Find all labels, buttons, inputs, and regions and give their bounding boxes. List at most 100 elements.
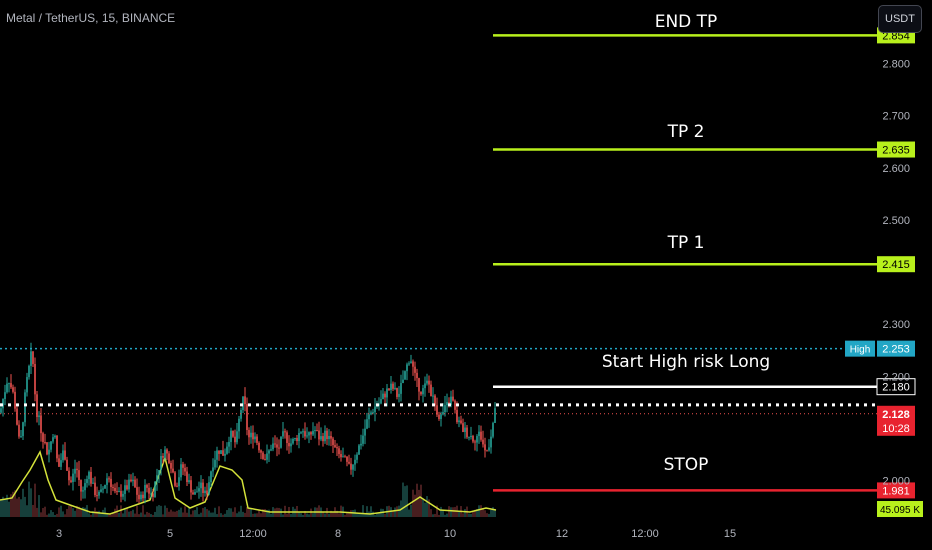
candle-body	[14, 391, 16, 409]
candle-body	[476, 436, 478, 443]
candle-body	[460, 420, 462, 424]
candle-body	[394, 387, 396, 389]
candle-body	[222, 450, 224, 456]
volume-bar	[256, 513, 258, 517]
candle-body	[150, 493, 152, 495]
candle-body	[486, 450, 488, 452]
volume-bar	[440, 506, 442, 517]
candle-body	[104, 484, 106, 489]
candle-body	[380, 399, 382, 404]
candle-body	[474, 441, 476, 443]
level-4-value: 2.180	[882, 382, 910, 394]
volume-bar	[0, 499, 2, 517]
candle-body	[360, 443, 362, 446]
candle-body	[304, 431, 306, 437]
volume-bar	[148, 512, 150, 517]
candle-body	[494, 408, 496, 424]
volume-bar	[220, 513, 222, 517]
y-tick-label: 2.600	[882, 163, 910, 175]
volume-bar	[82, 507, 84, 517]
volume-bar	[300, 513, 302, 517]
volume-bar	[408, 509, 410, 517]
candle-body	[272, 443, 274, 450]
volume-bar	[246, 506, 248, 517]
candle-body	[46, 442, 48, 455]
candle-body	[24, 392, 26, 423]
level-3-badge	[877, 256, 915, 273]
candle-body	[442, 412, 444, 415]
candle-body	[424, 383, 426, 389]
candle-body	[422, 388, 424, 395]
candle-body	[62, 450, 64, 461]
volume-bar	[410, 504, 412, 517]
volume-bar	[258, 510, 260, 517]
volume-bar	[412, 489, 414, 517]
candle-body	[308, 432, 310, 436]
candle-body	[428, 380, 430, 385]
volume-bar	[136, 505, 138, 517]
time-axis[interactable]: 3 5 12:00 8 10 12 12:00 15	[56, 528, 736, 540]
candle-body	[322, 436, 324, 442]
volume-bar	[100, 513, 102, 517]
volume-bar	[110, 514, 112, 517]
volume-bar	[338, 513, 340, 517]
candle-body	[464, 427, 466, 432]
volume-bar	[356, 512, 358, 517]
currency-button[interactable]: USDT	[878, 5, 922, 33]
candle-body	[412, 361, 414, 367]
volume-bar	[150, 514, 152, 517]
symbol-title[interactable]: Metal / TetherUS, 15, BINANCE	[6, 11, 176, 25]
volume-bar	[360, 513, 362, 517]
candle-body	[334, 445, 336, 448]
candle-body	[224, 453, 226, 456]
volume-bar	[172, 511, 174, 517]
x-tick-label: 12:00	[239, 528, 267, 540]
candle-body	[482, 439, 484, 445]
candle-body	[270, 449, 272, 451]
candle-body	[166, 449, 168, 454]
candle-body	[182, 464, 184, 468]
volume-bar	[302, 514, 304, 517]
level-2-badge	[877, 141, 915, 158]
volume-bar	[378, 513, 380, 517]
candle-body	[302, 431, 304, 433]
volume-bar	[328, 513, 330, 517]
candle-body	[146, 485, 148, 488]
volume-bar	[208, 510, 210, 517]
volume-bar	[28, 481, 30, 517]
volume-ma-line	[0, 450, 497, 515]
volume-bar	[46, 514, 48, 517]
candle-body	[382, 393, 384, 400]
volume-bar	[154, 511, 156, 517]
candle-body	[60, 460, 62, 467]
candle-body	[68, 470, 70, 481]
candle-body	[170, 462, 172, 469]
volume-bar	[200, 512, 202, 517]
candle-body	[210, 471, 212, 483]
volume-bar	[332, 512, 334, 517]
level-1-value: 2.854	[882, 30, 910, 42]
price-level-lines[interactable]: High 2.253 2.128 10:28 2.854 2.635 2.415 2.180 1…	[0, 27, 923, 517]
candle-body	[470, 435, 472, 437]
candle-body	[204, 490, 206, 494]
volume-bar	[238, 511, 240, 517]
volume-bar	[404, 486, 406, 517]
price-axis[interactable]: 2.800 2.700 2.600 2.500 2.300 2.200 2.000	[882, 59, 910, 488]
candle-body	[158, 470, 160, 476]
candle-body	[78, 470, 80, 481]
candle-body	[178, 477, 180, 487]
volume-badge	[877, 501, 923, 517]
volume-bar	[374, 514, 376, 517]
candle-body	[354, 459, 356, 465]
volume-bar	[122, 513, 124, 517]
volume-bar	[64, 514, 66, 517]
volume-bar	[34, 483, 36, 517]
volume-bar	[476, 509, 478, 517]
volume-bar	[204, 507, 206, 517]
candle-body	[414, 366, 416, 373]
candle-body	[96, 495, 98, 497]
candle-body	[200, 482, 202, 489]
candle-body	[326, 430, 328, 440]
volume-bar	[14, 490, 16, 517]
